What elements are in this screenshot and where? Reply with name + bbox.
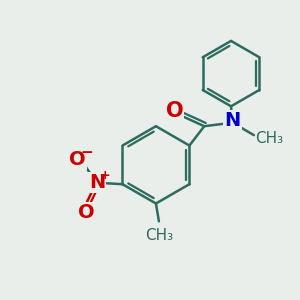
- Text: −: −: [80, 146, 93, 160]
- Text: O: O: [166, 101, 183, 122]
- Text: N: N: [224, 111, 241, 130]
- Text: CH₃: CH₃: [255, 131, 284, 146]
- Text: O: O: [69, 150, 86, 169]
- Text: N: N: [89, 172, 105, 192]
- Text: CH₃: CH₃: [145, 228, 173, 243]
- Text: O: O: [78, 203, 94, 222]
- Text: +: +: [99, 169, 110, 182]
